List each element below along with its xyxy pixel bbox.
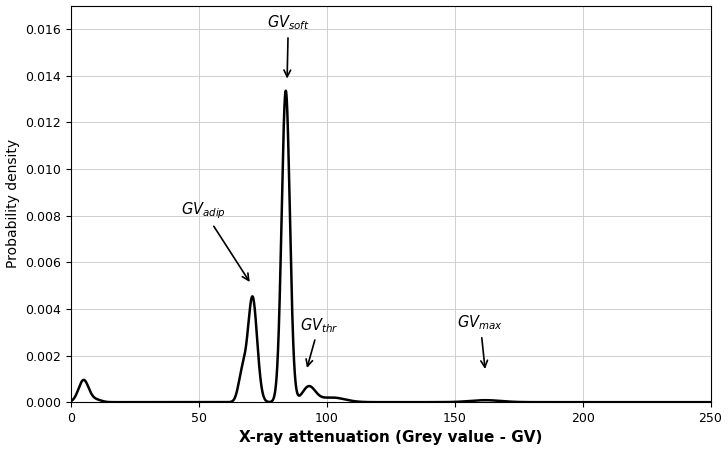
Text: $\mathit{GV}_{\mathit{adip}}$: $\mathit{GV}_{\mathit{adip}}$ — [181, 201, 249, 281]
Y-axis label: Probability density: Probability density — [6, 139, 20, 268]
Text: $\mathit{GV}_{\mathit{max}}$: $\mathit{GV}_{\mathit{max}}$ — [457, 313, 503, 367]
X-axis label: X-ray attenuation (Grey value - GV): X-ray attenuation (Grey value - GV) — [239, 430, 542, 446]
Text: $\mathit{GV}_{\mathit{soft}}$: $\mathit{GV}_{\mathit{soft}}$ — [267, 14, 309, 77]
Text: $\mathit{GV}_{\mathit{thr}}$: $\mathit{GV}_{\mathit{thr}}$ — [300, 316, 339, 366]
